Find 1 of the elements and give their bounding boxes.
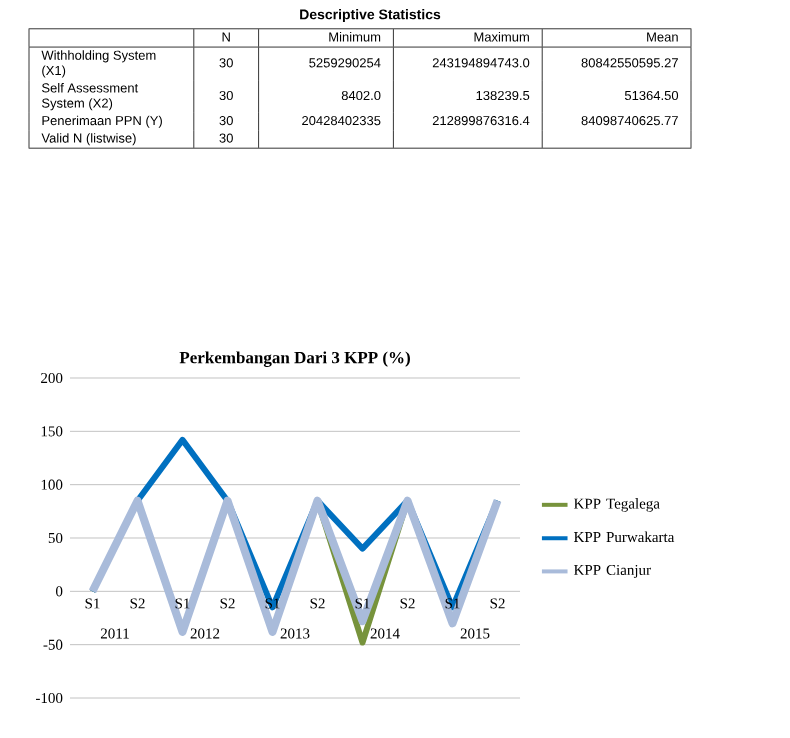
- chart-title: Perkembangan Dari 3 KPP (%): [179, 351, 410, 367]
